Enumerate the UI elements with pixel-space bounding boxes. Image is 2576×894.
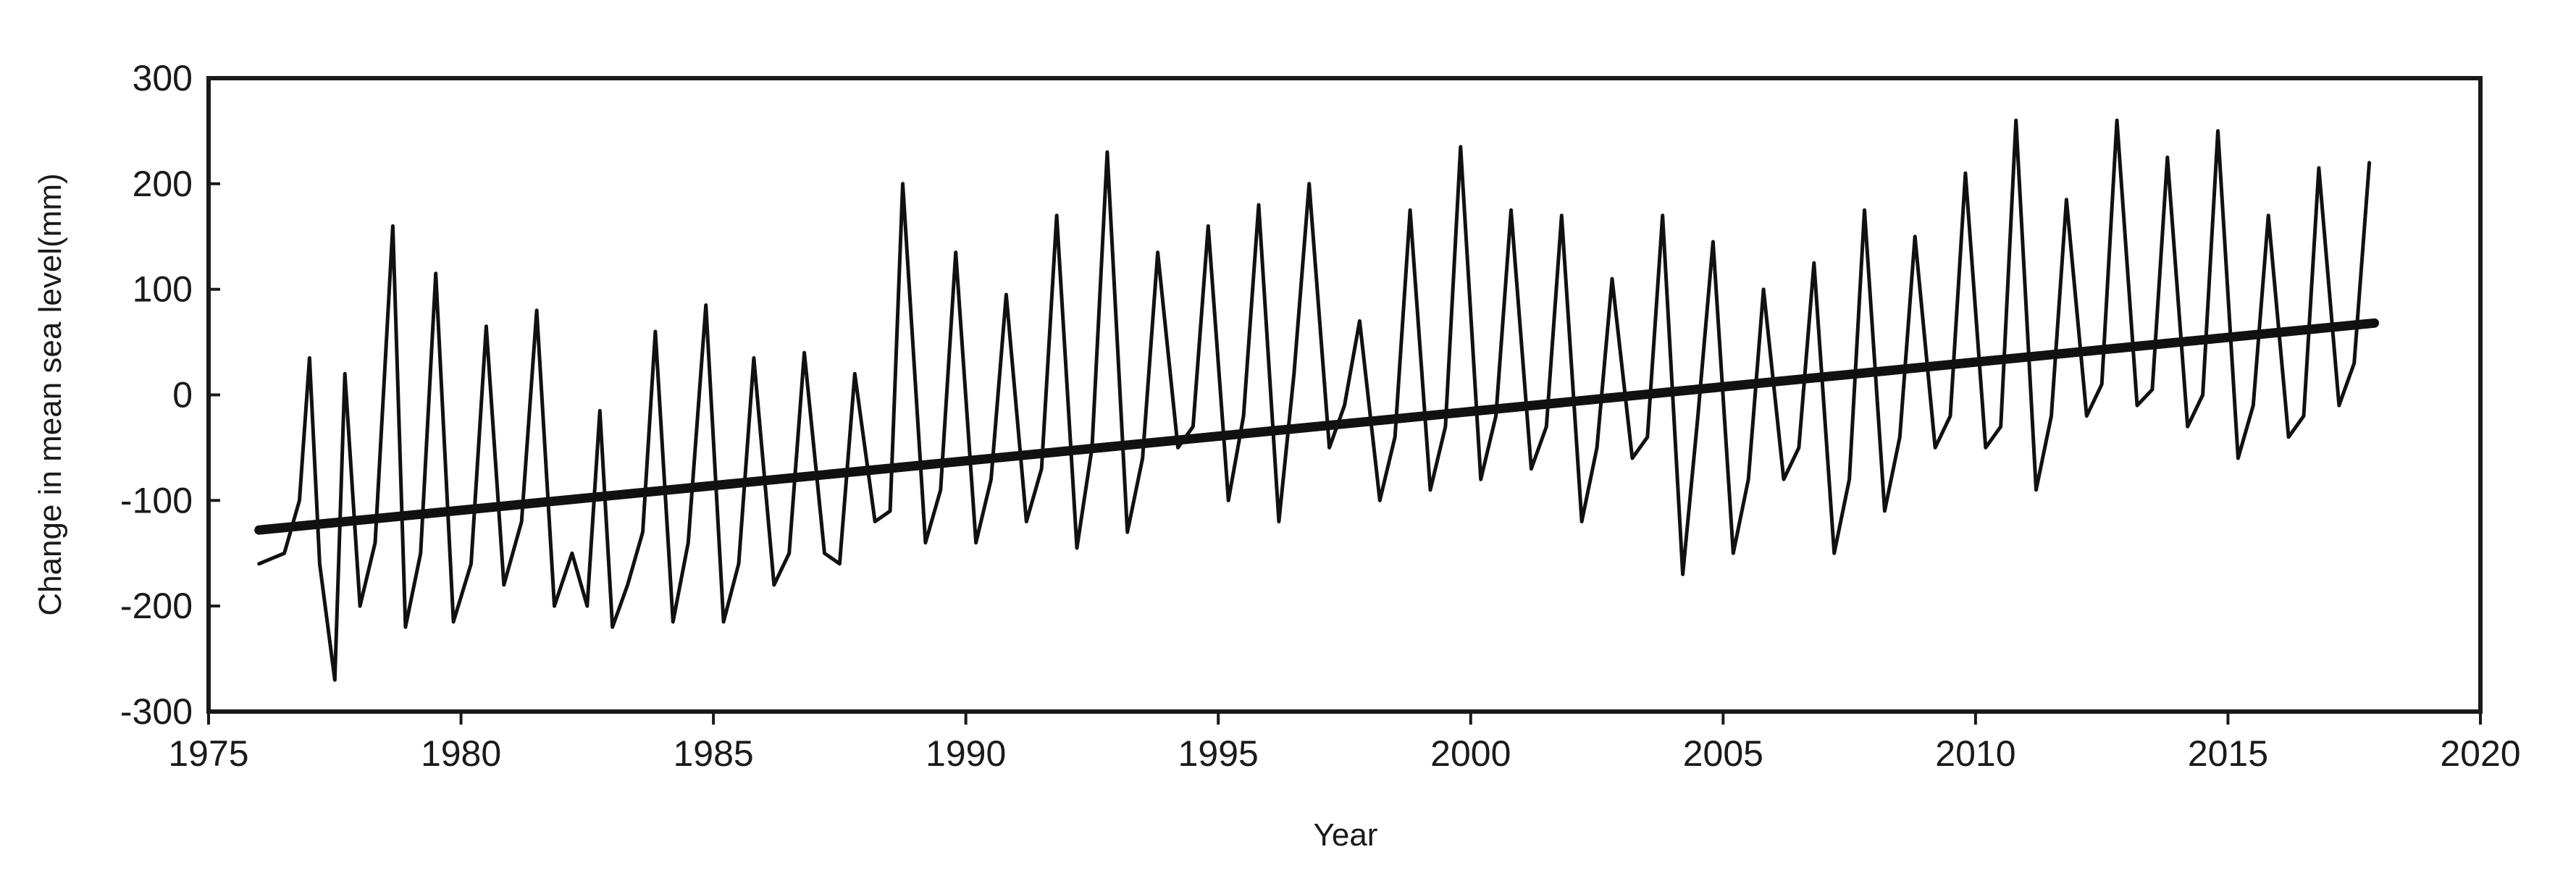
x-tick-label: 2010: [1935, 733, 2015, 774]
y-tick-label: 100: [133, 269, 193, 310]
y-tick-label: 0: [172, 375, 193, 416]
y-tick-label: 300: [133, 58, 193, 98]
x-tick-label: 2020: [2440, 733, 2520, 774]
x-tick-label: 1990: [926, 733, 1006, 774]
plot-area-frame: [206, 76, 2483, 714]
y-axis-title: Change in mean sea level(mm): [33, 173, 68, 615]
y-axis: 300 200 100 0 -100 -200 -300: [120, 58, 220, 732]
y-tick-label: 200: [133, 164, 193, 204]
trend-line: [254, 318, 2380, 535]
x-tick-label: 2005: [1683, 733, 1763, 774]
series-layer: [254, 118, 2380, 682]
x-tick-label: 1995: [1178, 733, 1259, 774]
x-tick-label: 1975: [168, 733, 248, 774]
x-axis: 1975 1980 1985 1990 1995 2000 2005 2010 2015 2020: [168, 712, 2521, 774]
x-axis-title: Year: [1314, 817, 1378, 853]
x-tick-label: 2000: [1430, 733, 1511, 774]
y-tick-label: -300: [120, 691, 193, 732]
y-tick-label: -100: [120, 480, 193, 520]
y-tick-label: -200: [120, 586, 193, 626]
x-tick-label: 1985: [673, 733, 753, 774]
x-tick-label: 1980: [421, 733, 501, 774]
x-tick-label: 2015: [2188, 733, 2268, 774]
sea-level-series-line: [257, 118, 2372, 682]
